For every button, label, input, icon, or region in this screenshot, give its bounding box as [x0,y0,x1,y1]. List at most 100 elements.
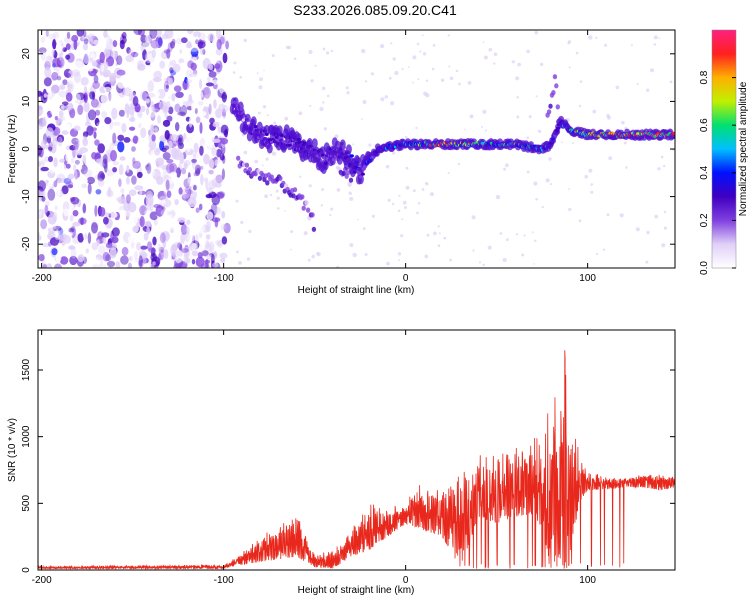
noise-blob [141,205,146,215]
background-dot [595,36,598,40]
noise-blob [82,228,89,240]
noise-blob [127,262,133,268]
noise-blob [181,101,189,107]
noise-blob [119,174,126,180]
branch-blob [301,205,306,211]
noise-blob [174,199,179,206]
background-dot [258,85,263,90]
noise-blob [203,86,211,99]
background-dot [290,230,294,234]
noise-blob [192,69,198,75]
background-dot [401,68,404,71]
noise-blob [51,90,56,97]
background-dot [437,244,441,248]
noise-blob [98,195,108,204]
noise-blob [93,39,100,45]
noise-blob [102,158,108,169]
ridge-core [239,107,244,111]
background-dot [623,141,627,145]
background-dot [432,44,436,47]
noise-blob [153,225,161,233]
background-dot [263,69,265,72]
noise-blob [103,216,109,225]
noise-blob [44,200,50,207]
noise-blob [188,77,195,89]
background-dot [608,156,613,161]
background-dot [397,209,401,213]
noise-blob [71,34,79,43]
noise-blob [61,185,69,195]
noise-blob [68,230,73,237]
noise-blob [64,72,71,78]
noise-blob [151,49,156,58]
noise-blob [87,183,92,195]
noise-blob [55,42,63,54]
snr-x-tick-label: 100 [579,575,596,586]
noise-blob [101,111,108,119]
noise-blob [132,157,136,165]
noise-blob [179,49,183,54]
noise-blob [185,78,193,84]
noise-blob [38,144,43,156]
noise-blob [155,157,165,167]
noise-blob [165,84,169,89]
background-dot [307,258,311,262]
noise-blob [134,185,144,191]
background-dot [455,69,459,73]
noise-blob [170,227,174,234]
noise-blob [105,43,114,50]
background-dot [568,188,570,191]
noise-blob [128,189,137,196]
background-dot [464,128,466,131]
noise-blob [178,187,183,195]
background-dot [299,175,302,178]
noise-blob [75,139,81,148]
noise-blob [140,91,148,101]
background-dot [364,80,368,83]
noise-blob [69,214,74,222]
noise-blob [199,184,203,195]
noise-blob [171,30,180,39]
noise-blob [199,145,204,156]
background-dot [526,136,529,140]
noise-blob [193,142,199,153]
noise-blob [92,81,100,90]
noise-blob [155,205,165,217]
ridge-halo [311,138,318,149]
background-dot [397,252,402,256]
noise-blob [149,106,156,118]
ridge-core [341,145,346,149]
noise-blob [125,194,131,204]
noise-blob [145,98,150,104]
branch-blob [305,207,311,213]
noise-blob [194,108,198,115]
noise-blob [56,173,66,182]
noise-blob [150,101,154,112]
background-dot [275,189,279,193]
ridge-core [297,140,302,144]
noise-blob [213,227,219,234]
noise-blob [186,219,191,226]
noise-blob [190,62,197,71]
background-dot [625,166,628,169]
noise-blob [151,256,161,267]
noise-blob [107,204,112,211]
noise-blob [98,245,106,254]
noise-blob [116,69,126,76]
background-dot [503,167,507,171]
noise-blob [96,239,100,247]
noise-blob [63,177,72,185]
noise-blob [173,230,179,242]
noise-blob [143,263,150,268]
noise-blob [127,106,135,115]
noise-blob [81,183,88,189]
noise-blob [167,223,176,230]
noise-blob [140,245,148,250]
noise-blob [211,147,218,157]
noise-blob [193,184,197,191]
noise-blob [192,223,199,235]
background-dot [240,220,244,224]
ridge-core [264,132,269,136]
noise-blob [223,129,228,138]
noise-blob [89,127,97,132]
